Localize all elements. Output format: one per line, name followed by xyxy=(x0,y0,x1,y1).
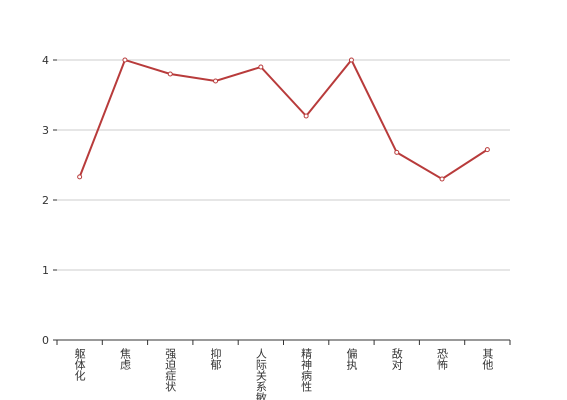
y-tick-label: 1 xyxy=(42,264,49,277)
line xyxy=(78,58,488,181)
x-tick-label: 焦虑 xyxy=(118,348,131,370)
point xyxy=(77,174,83,180)
x-tick-label: 躯体化 xyxy=(73,348,86,382)
point xyxy=(303,113,309,119)
x-tick-label: 其他 xyxy=(481,348,494,370)
point xyxy=(167,71,173,77)
y-tick-label: 3 xyxy=(42,124,49,137)
y-tick-label: 4 xyxy=(42,54,49,67)
x-tick-label: 抑郁 xyxy=(209,347,222,370)
point xyxy=(213,78,219,84)
x-tick-label: 强迫症状 xyxy=(164,348,177,392)
point xyxy=(122,57,128,63)
y-tick-label: 2 xyxy=(42,194,49,207)
x-tick-label: 恐怖 xyxy=(436,348,449,370)
point xyxy=(258,64,264,70)
point xyxy=(348,57,354,63)
x-tick-label: 偏执 xyxy=(345,347,358,371)
x-tick-label: 精神病性 xyxy=(300,348,313,393)
point xyxy=(394,149,400,155)
x-tick-label: 敌对 xyxy=(390,347,403,370)
x-tick-label: 人际关系敏感 xyxy=(254,348,267,400)
point xyxy=(484,147,490,153)
point xyxy=(439,176,445,182)
y-tick-label: 0 xyxy=(42,334,49,347)
